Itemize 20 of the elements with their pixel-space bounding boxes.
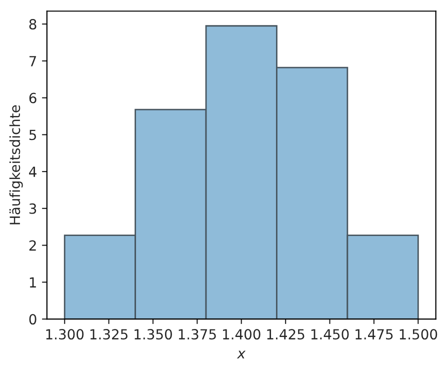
x-tick-label: 1.425 bbox=[267, 329, 304, 340]
x-axis-title: x bbox=[236, 350, 246, 358]
x-tick-label: 1.450 bbox=[311, 329, 349, 340]
y-tick-label: 1 bbox=[30, 277, 36, 288]
y-tick-label: 6 bbox=[29, 92, 36, 104]
y-tick-label: 5 bbox=[29, 130, 36, 140]
x-tick-label: 1.375 bbox=[178, 329, 216, 340]
x-tick-label: 1.500 bbox=[400, 329, 438, 340]
y-axis-title: Häufigkeitsdichte bbox=[9, 105, 23, 224]
x-tick-label: 1.325 bbox=[90, 329, 128, 340]
y-tick-label: 4 bbox=[29, 166, 36, 177]
y-tick-label: 0 bbox=[29, 314, 36, 325]
x-tick-label: 1.400 bbox=[223, 329, 260, 340]
y-tick-label: 7 bbox=[30, 56, 36, 66]
x-tick-label: 1.475 bbox=[356, 329, 393, 340]
x-tick-label: 1.300 bbox=[46, 329, 84, 340]
y-tick-label: 2 bbox=[29, 240, 36, 251]
y-tick-label: 3 bbox=[29, 203, 36, 214]
x-tick-label: 1.350 bbox=[134, 329, 172, 340]
y-tick-label: 8 bbox=[29, 19, 36, 30]
